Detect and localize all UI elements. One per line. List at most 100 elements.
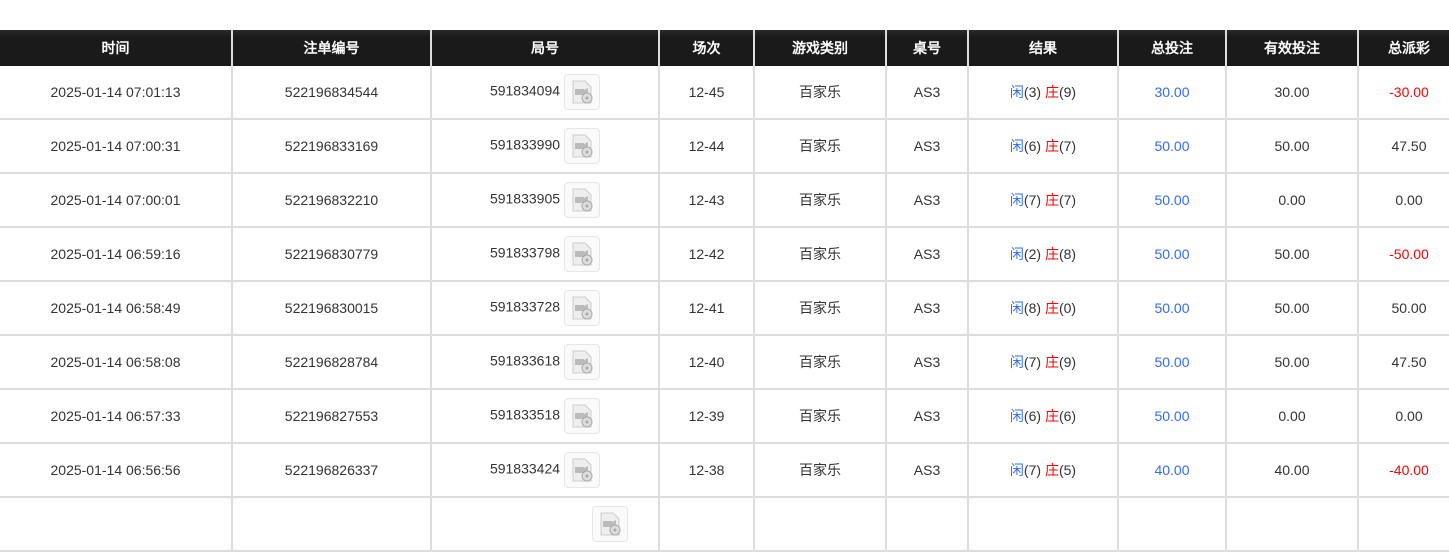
result-cell: 闲(3) 庄(9) [967,66,1119,120]
table-cell: AS3 [885,227,969,282]
player-label: 闲 [1009,192,1024,208]
shoe-cell: 12-38 [658,443,755,498]
column-header[interactable]: 总派彩 [1358,30,1449,66]
payout-cell: 0.00 [1357,389,1449,444]
total-bet-cell[interactable]: 50.00 [1117,389,1227,444]
bet-id-cell: 522196826337 [231,443,432,498]
player-label: 闲 [1009,354,1024,370]
banker-points: (6) [1058,408,1077,424]
table-row: 2025-01-14 06:58:08 522196828784 5918336… [0,335,1449,390]
time-cell: 2025-01-14 06:59:16 [0,227,233,282]
banker-points: (5) [1058,462,1077,478]
column-header[interactable]: 结果 [968,30,1119,66]
round-cell: 591833990 [430,119,660,174]
shoe-cell: 12-45 [658,66,755,120]
column-header[interactable]: 游戏类别 [754,30,887,66]
banker-points: (9) [1058,84,1077,100]
result-cell: 闲(7) 庄(7) [967,173,1119,228]
video-replay-icon[interactable] [592,506,628,542]
result-cell: 闲(8) 庄(0) [967,281,1119,336]
round-number: 591833728 [489,298,561,315]
round-cell: 591833905 [430,173,660,228]
video-replay-icon[interactable] [564,74,601,110]
column-header[interactable]: 注单编号 [232,30,432,66]
total-bet-cell[interactable]: 50.00 [1117,335,1227,390]
player-points: (7) [1023,462,1042,478]
shoe-cell: 12-39 [658,389,755,444]
video-replay-icon[interactable] [564,398,601,434]
payout-cell: 0.00 [1357,173,1449,228]
table-row: 2025-01-14 06:59:16 522196830779 5918337… [0,227,1449,282]
round-number: 591833518 [489,406,561,423]
empty-cell [1357,497,1449,552]
time-cell: 2025-01-14 06:56:56 [0,443,233,498]
video-replay-icon[interactable] [564,290,601,326]
result-cell: 闲(7) 庄(9) [967,335,1119,390]
player-label: 闲 [1009,462,1024,478]
total-bet-cell[interactable]: 50.00 [1117,173,1227,228]
round-number: 591833798 [489,244,561,261]
empty-cell [231,497,432,552]
round-cell: 591833798 [430,227,660,282]
game-cell: 百家乐 [753,119,887,174]
total-bet-cell[interactable]: 50.00 [1117,227,1227,282]
bet-id-cell: 522196833169 [231,119,432,174]
banker-points: (7) [1058,192,1077,208]
player-label: 闲 [1009,246,1024,262]
empty-cell [967,497,1119,552]
column-header[interactable]: 桌号 [886,30,969,66]
valid-bet-cell: 50.00 [1225,281,1359,336]
column-header[interactable]: 场次 [659,30,755,66]
round-cell: 591834094 [430,66,660,120]
round-number: 591833424 [489,460,561,477]
round-cell: 591833518 [430,389,660,444]
player-label: 闲 [1009,138,1024,154]
total-bet-cell[interactable]: 50.00 [1117,119,1227,174]
valid-bet-cell: 40.00 [1225,443,1359,498]
result-cell: 闲(6) 庄(7) [967,119,1119,174]
total-bet-cell[interactable]: 50.00 [1117,281,1227,336]
column-header[interactable]: 时间 [0,30,233,66]
banker-label: 庄 [1044,84,1059,100]
table-row: 2025-01-14 07:01:13 522196834544 5918340… [0,66,1449,120]
column-header[interactable]: 局号 [431,30,660,66]
video-replay-icon[interactable] [564,128,601,164]
payout-cell: -30.00 [1357,66,1449,120]
time-cell: 2025-01-14 06:58:08 [0,335,233,390]
valid-bet-cell: 50.00 [1225,119,1359,174]
time-cell: 2025-01-14 06:57:33 [0,389,233,444]
payout-cell: 47.50 [1357,335,1449,390]
time-cell: 2025-01-14 07:00:01 [0,173,233,228]
video-replay-icon[interactable] [564,236,601,272]
time-cell: 2025-01-14 07:01:13 [0,66,233,120]
total-bet-cell[interactable]: 40.00 [1117,443,1227,498]
bet-records-table: 时间 注单编号 局号 场次 游戏类别 桌号 结果 总投注 有效投注 总派彩 2025-01-14 … [0,30,1449,552]
player-points: (3) [1023,84,1042,100]
round-number: 591833618 [489,352,561,369]
table-cell: AS3 [885,173,969,228]
banker-label: 庄 [1044,408,1059,424]
payout-cell: 47.50 [1357,119,1449,174]
payout-cell: 50.00 [1357,281,1449,336]
result-cell: 闲(6) 庄(6) [967,389,1119,444]
round-number: 591833905 [489,190,561,207]
valid-bet-cell: 50.00 [1225,227,1359,282]
player-points: (2) [1023,246,1042,262]
video-replay-icon[interactable] [564,452,601,488]
valid-bet-cell: 50.00 [1225,335,1359,390]
round-number: 591834094 [489,82,561,99]
valid-bet-cell: 0.00 [1225,173,1359,228]
video-replay-icon[interactable] [564,182,601,218]
bet-id-cell: 522196834544 [231,66,432,120]
payout-cell: -50.00 [1357,227,1449,282]
column-header[interactable]: 有效投注 [1226,30,1359,66]
player-points: (8) [1023,300,1042,316]
table-row: 2025-01-14 07:00:01 522196832210 5918339… [0,173,1449,228]
result-cell: 闲(7) 庄(5) [967,443,1119,498]
bet-id-cell: 522196827553 [231,389,432,444]
total-bet-cell[interactable]: 30.00 [1117,66,1227,120]
column-header[interactable]: 总投注 [1118,30,1227,66]
video-replay-icon[interactable] [564,344,601,380]
game-cell: 百家乐 [753,66,887,120]
valid-bet-cell: 0.00 [1225,389,1359,444]
